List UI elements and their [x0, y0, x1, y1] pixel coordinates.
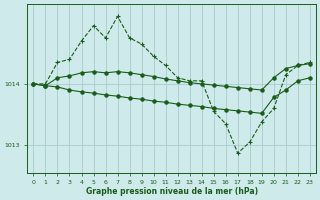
X-axis label: Graphe pression niveau de la mer (hPa): Graphe pression niveau de la mer (hPa): [85, 187, 258, 196]
